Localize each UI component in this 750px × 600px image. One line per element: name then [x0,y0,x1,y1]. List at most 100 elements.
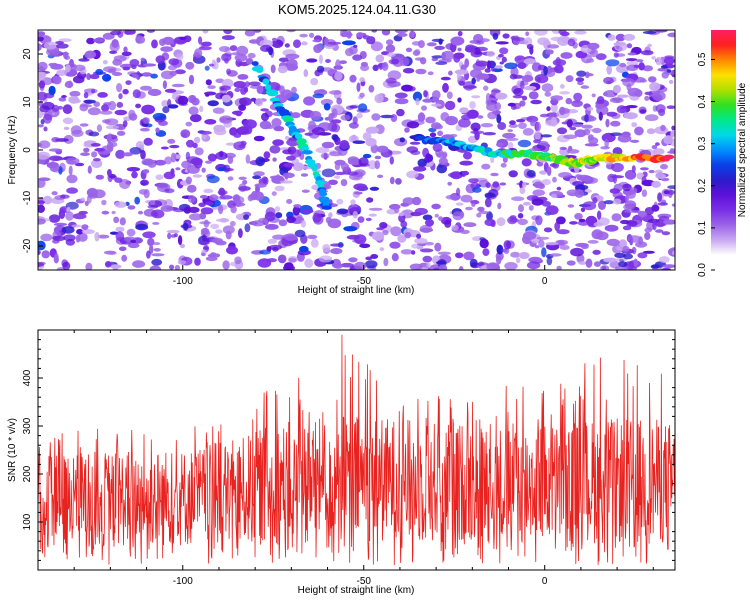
heatmap-cell [477,115,484,119]
heatmap-cell [531,62,542,72]
heatmap-cell [152,221,160,225]
heatmap-cell [322,244,331,252]
signal-track-point [311,165,318,171]
heatmap-cell [167,104,179,109]
heatmap-cell [264,211,276,222]
heatmap-cell [385,44,396,53]
heatmap-cell [291,86,297,94]
heatmap-cell [617,94,629,98]
heatmap-cell [84,50,97,59]
heatmap-cell [622,245,630,253]
heatmap-cell [592,249,601,255]
heatmap-cell [379,247,385,252]
heatmap-cell [63,134,74,144]
heatmap-cell [340,114,351,121]
heatmap-cell [200,207,214,215]
heatmap-cell [38,204,45,213]
heatmap-cell [655,173,666,179]
signal-track-point [301,150,313,155]
heatmap-cell [655,142,660,146]
heatmap-cell [115,231,125,242]
heatmap-cell [423,90,428,98]
heatmap-cell [603,200,615,205]
heatmap-cell [486,262,500,270]
heatmap-cell [91,151,98,158]
heatmap-cell [563,134,578,140]
heatmap-cell [243,214,250,221]
heatmap-cell [523,58,537,65]
heatmap-cell [85,262,93,270]
chart-title: KOM5.2025.124.04.11.G30 [278,2,436,17]
heatmap-cell [468,178,479,184]
heatmap-cell [210,223,220,229]
heatmap-cell [422,255,433,263]
heatmap-cell [207,153,217,162]
heatmap-cell [72,75,85,84]
heatmap-cell [434,213,439,218]
heatmap-cell [457,47,462,52]
heatmap-cell [517,213,524,219]
heatmap-cell [144,158,153,163]
heatmap-cell [225,230,232,240]
heatmap-cell [559,91,570,95]
heatmap-cell [166,229,180,234]
heatmap-cell [132,260,146,268]
heatmap-cell [115,226,125,232]
heatmap-cell [438,216,444,221]
heatmap-cell [525,31,530,37]
heatmap-cell [660,124,666,132]
heatmap-cell [610,175,624,179]
heatmap-cell [370,41,383,52]
heatmap-cell [339,60,347,65]
heatmap-cell [477,206,485,212]
heatmap-cell [409,30,416,38]
heatmap-cell [552,176,557,183]
heatmap-cell [75,234,81,243]
heatmap-cell [168,58,180,66]
heatmap-cell [38,43,42,51]
heatmap-cell [422,98,434,103]
heatmap-cell [201,41,212,47]
heatmap-cell [215,78,225,84]
heatmap-cell [350,199,356,206]
heatmap-cell [629,187,638,195]
heatmap-cell [244,223,251,233]
heatmap-cell [536,236,550,240]
heatmap-cell [91,88,96,94]
spectrogram-heatmap [38,30,675,270]
heatmap-cell [394,92,408,99]
heatmap-cell [38,80,46,89]
heatmap-cell [559,107,570,114]
heatmap-cell [266,258,277,263]
heatmap-cell [657,67,669,72]
heatmap-cell [389,241,401,249]
heatmap-cell [205,79,212,86]
heatmap-cell [416,233,422,239]
heatmap-cell [301,189,310,193]
heatmap-cell [438,38,443,45]
heatmap-cell [94,231,100,242]
heatmap-cell [631,122,638,128]
heatmap-cell [38,36,44,42]
heatmap-cell [400,220,408,228]
heatmap-cell [456,187,461,196]
heatmap-cell [471,77,477,85]
heatmap-cell [97,234,110,239]
colorbar-tick-label: 0.4 [697,94,708,108]
heatmap-cell [366,197,374,203]
heatmap-cell [328,179,338,185]
heatmap-cell [485,182,491,189]
heatmap-cell [38,249,41,255]
heatmap-cell [185,176,192,185]
heatmap-cell [382,229,389,236]
heatmap-cell [400,249,414,255]
heatmap-cell [633,64,640,69]
heatmap-cell [421,105,427,111]
heatmap-cell [353,191,363,195]
heatmap-cell [651,145,658,150]
heatmap-cell [190,114,202,123]
heatmap-cell [642,30,657,35]
heatmap-cell [622,78,635,87]
heatmap-cell [55,41,64,45]
heatmap-cell [445,195,456,200]
